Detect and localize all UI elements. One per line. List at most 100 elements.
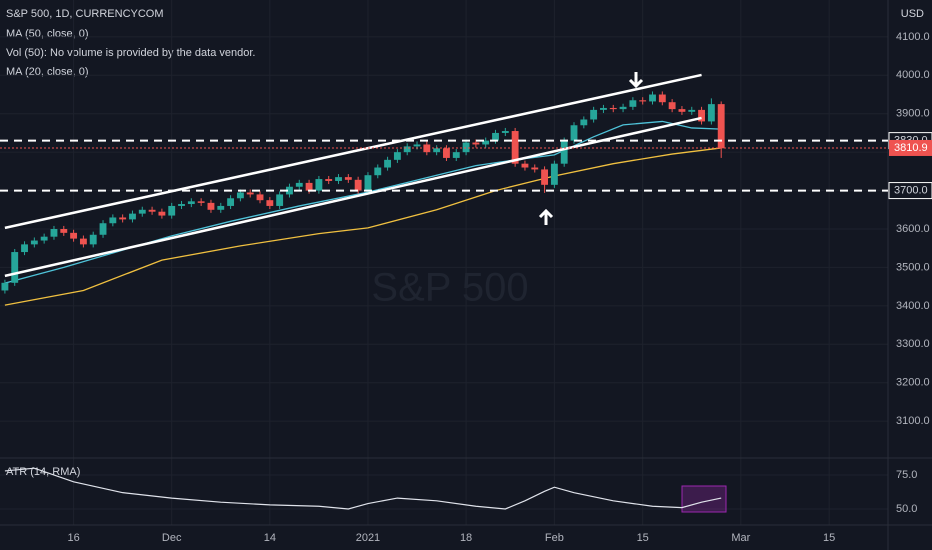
y-tick-label: 3300.0 (896, 338, 930, 350)
candle-body (197, 201, 205, 203)
candle-body (129, 213, 136, 220)
candle-body (570, 125, 578, 141)
candle-body (619, 106, 627, 110)
candle-body (393, 152, 401, 160)
x-tick-label: 14 (264, 532, 276, 544)
candle-body (413, 144, 421, 147)
atr-tick-label: 50.0 (896, 503, 917, 515)
candle-body (148, 209, 156, 212)
candle-body (541, 169, 549, 185)
candle-body (492, 132, 499, 141)
price-label-box (888, 182, 932, 200)
indicator-label: MA (20, close, 0) (6, 66, 89, 78)
candle-body (1, 282, 9, 291)
candle-body (168, 205, 176, 216)
trend-line (4, 73, 702, 230)
candle-body (236, 192, 244, 199)
candle-body (658, 94, 666, 103)
candle-body (590, 109, 598, 120)
x-tick-label: Dec (162, 532, 182, 544)
candle-body (452, 152, 460, 158)
candle-body (374, 167, 382, 176)
candle-body (521, 163, 529, 168)
candle-body (325, 179, 333, 181)
candle-body (266, 200, 274, 206)
y-tick-label: 3500.0 (896, 261, 930, 273)
candle-body (89, 234, 97, 245)
candle-body (11, 252, 19, 283)
candle-body (629, 100, 637, 107)
candle-body (668, 102, 676, 110)
candle-body (403, 146, 411, 153)
candle-body (178, 204, 185, 206)
candle-body (187, 201, 195, 205)
candle-body (698, 109, 706, 122)
last-price-box (889, 139, 932, 156)
moving-average (4, 147, 722, 306)
candle-body (30, 240, 38, 245)
y-tick-label: 3100.0 (896, 415, 930, 427)
candle-body (443, 148, 450, 158)
arrow-down (628, 72, 644, 89)
candle-body (472, 142, 480, 145)
x-tick-label: Feb (545, 532, 564, 544)
candle-body (99, 223, 107, 235)
candle-body (423, 144, 431, 153)
atr-tick-label: 75.0 (896, 469, 917, 481)
y-tick-label: 3200.0 (896, 377, 930, 389)
candle-body (40, 236, 48, 241)
y-tick-label: 4100.0 (896, 31, 930, 43)
candle-body (344, 177, 352, 180)
arrow-up (538, 208, 554, 225)
candle-body (305, 182, 313, 191)
candle-body (286, 186, 293, 195)
last-price-label: 3810.9 (894, 142, 928, 154)
candle-body (482, 140, 490, 145)
candle-body (295, 182, 303, 187)
candle-body (639, 100, 647, 102)
indicator-label: Vol (50): No volume is provided by the d… (6, 47, 255, 59)
candle-body (21, 244, 28, 253)
candle-body (550, 163, 558, 185)
atr-title: ATR (14, RMA) (6, 466, 80, 478)
candle-body (335, 177, 342, 181)
candle-body (433, 148, 441, 153)
candle-body (158, 211, 166, 216)
candle-body (354, 179, 362, 191)
candle-body (649, 94, 656, 102)
y-tick-label: 3900.0 (896, 108, 930, 120)
candle-body (207, 202, 215, 210)
candle-body (227, 198, 235, 206)
y-tick-label: 3400.0 (896, 300, 930, 312)
candle-body (688, 109, 696, 112)
chart-title: S&P 500, 1D, CURRENCYCOM (6, 8, 164, 20)
candle-body (511, 131, 519, 164)
candle-body (70, 232, 78, 239)
x-tick-label: 18 (460, 532, 472, 544)
candle-body (600, 107, 607, 110)
atr-line (4, 467, 722, 510)
x-tick-label: 15 (637, 532, 649, 544)
candle-body (217, 205, 225, 210)
candle-body (138, 209, 146, 214)
x-tick-label: 16 (67, 532, 79, 544)
candle-body (60, 229, 68, 233)
y-tick-label: 3600.0 (896, 223, 930, 235)
candle-body (678, 109, 686, 112)
candle-body (315, 179, 323, 191)
candle-body (79, 238, 87, 245)
currency: USD (901, 8, 924, 20)
candle-body (246, 192, 254, 195)
x-tick-label: 15 (823, 532, 835, 544)
candle-body (580, 119, 588, 126)
candle-body (364, 175, 372, 191)
candle-body (50, 229, 58, 237)
candle-body (119, 217, 127, 220)
x-tick-label: 2021 (356, 532, 380, 544)
candle-body (462, 142, 470, 153)
y-tick-label: 4000.0 (896, 69, 930, 81)
candle-body (560, 140, 568, 164)
candle-body (717, 104, 725, 149)
